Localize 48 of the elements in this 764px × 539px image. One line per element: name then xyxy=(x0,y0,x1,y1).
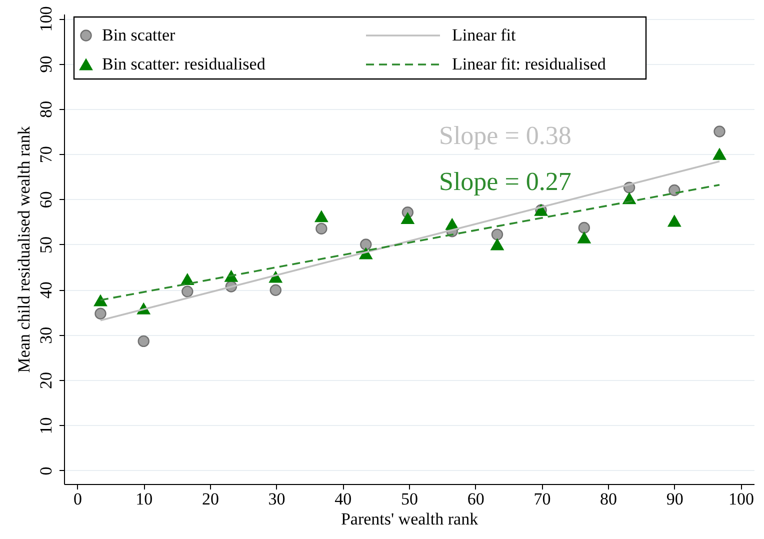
point xyxy=(578,222,590,234)
y-tick-label: 30 xyxy=(36,326,56,344)
point xyxy=(491,228,504,240)
x-tick-label: 70 xyxy=(534,490,551,508)
legend-label: Linear fit: residualised xyxy=(452,54,606,74)
y-tick-label: 60 xyxy=(36,191,56,208)
point xyxy=(94,294,108,306)
y-tick-label: 20 xyxy=(36,372,56,390)
legend-label: Linear fit xyxy=(452,26,516,44)
x-tick-label: 20 xyxy=(202,490,219,508)
point xyxy=(490,238,504,250)
x-tick-label: 10 xyxy=(136,490,153,508)
point xyxy=(314,210,328,222)
point xyxy=(401,212,414,224)
y-tick-label: 0 xyxy=(36,466,56,476)
y-tick-label: 40 xyxy=(36,282,56,299)
x-axis-title: Parents' wealth rank xyxy=(340,510,479,528)
point xyxy=(182,286,194,298)
y-tick-label: 50 xyxy=(36,236,56,254)
y-tick-label: 10 xyxy=(36,417,56,434)
y-tick-label: 80 xyxy=(36,100,56,118)
point xyxy=(578,232,591,244)
point xyxy=(360,238,372,250)
x-tick-label: 30 xyxy=(268,490,286,508)
x-tick-label: 100 xyxy=(728,490,754,508)
x-tick-label: 40 xyxy=(334,490,352,508)
annotation: Slope = 0.27 xyxy=(439,167,572,196)
point xyxy=(94,308,106,320)
x-tick-label: 0 xyxy=(74,490,82,508)
legend-label: Bin scatter: residualised xyxy=(102,54,266,74)
point xyxy=(668,215,681,227)
annotation: Slope = 0.38 xyxy=(439,121,572,150)
y-tick-label: 70 xyxy=(36,146,56,164)
x-tick-label: 90 xyxy=(666,490,684,508)
y-tick-label: 100 xyxy=(36,6,56,32)
point xyxy=(712,148,726,160)
y-axis-title: Mean child residualised wealth rank xyxy=(14,126,34,373)
x-tick-label: 50 xyxy=(401,490,418,508)
x-tick-label: 80 xyxy=(600,490,618,508)
point xyxy=(270,284,282,296)
point xyxy=(668,184,680,196)
point xyxy=(316,222,328,234)
point xyxy=(138,335,150,348)
x-tick-label: 60 xyxy=(467,490,484,508)
point xyxy=(714,126,726,138)
legend-label: Bin scatter xyxy=(102,26,176,44)
point xyxy=(446,218,459,230)
y-tick-label: 90 xyxy=(36,56,56,73)
